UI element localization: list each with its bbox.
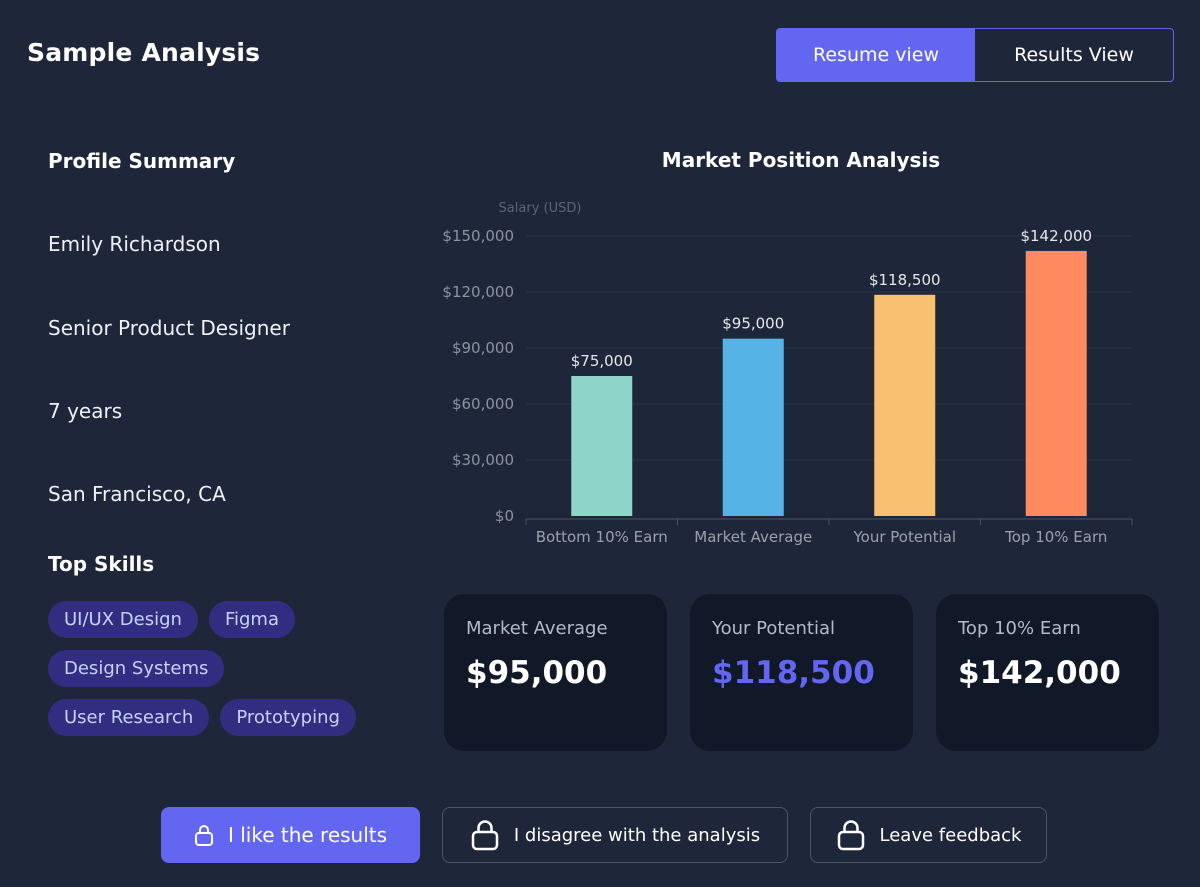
bar-data-label: $118,500 xyxy=(869,271,941,289)
y-tick-label: $120,000 xyxy=(442,283,514,301)
y-tick-label: $60,000 xyxy=(452,395,514,413)
chart-title: Market Position Analysis xyxy=(661,148,941,172)
like-results-button[interactable]: I like the results xyxy=(161,807,420,863)
results-view-button[interactable]: Results View xyxy=(1014,44,1134,66)
y-tick-label: $30,000 xyxy=(452,451,514,469)
stat-value: $95,000 xyxy=(466,655,608,691)
skills-list: UI/UX Design Figma Design Systems User R… xyxy=(48,601,388,748)
profile-role: Senior Product Designer xyxy=(48,316,290,340)
chart-bar xyxy=(874,294,936,516)
stat-value: $142,000 xyxy=(958,655,1121,691)
leave-feedback-button[interactable]: Leave feedback xyxy=(810,807,1047,863)
profile-name: Emily Richardson xyxy=(48,232,221,256)
stat-label: Market Average xyxy=(466,618,608,639)
disagree-analysis-button[interactable]: I disagree with the analysis xyxy=(442,807,788,863)
chart-bar xyxy=(722,338,784,516)
profile-summary-heading: Profile Summary xyxy=(48,149,236,173)
stat-label: Your Potential xyxy=(712,618,836,639)
profile-experience: 7 years xyxy=(48,399,123,423)
skill-chip: Figma xyxy=(208,601,295,638)
view-toggle: Resume view Results View xyxy=(776,28,1174,82)
profile-location: San Francisco, CA xyxy=(48,482,226,506)
leave-feedback-label: Leave feedback xyxy=(879,824,1022,846)
stat-card-top-10-earn: Top 10% Earn $142,000 xyxy=(936,594,1159,751)
stat-label: Top 10% Earn xyxy=(958,618,1081,639)
bar-data-label: $75,000 xyxy=(571,352,633,370)
skill-chip: User Research xyxy=(48,699,210,736)
market-position-chart: Salary (USD) $0 $30,000 $60,000 $90,000 $120… xyxy=(442,201,1133,546)
stat-card-your-potential: Your Potential $118,500 xyxy=(690,594,913,751)
top-skills-heading: Top Skills xyxy=(48,552,155,576)
chart-y-axis-label: Salary (USD) xyxy=(499,201,582,216)
lock-icon xyxy=(836,819,866,851)
x-tick-label: Bottom 10% Earn xyxy=(536,528,668,546)
like-results-label: I like the results xyxy=(227,823,388,847)
skill-chip: UI/UX Design xyxy=(48,601,198,638)
y-tick-label: $150,000 xyxy=(442,227,514,245)
lock-icon xyxy=(194,824,214,846)
chart-bar xyxy=(1025,250,1087,516)
x-tick-label: Market Average xyxy=(694,528,812,546)
y-tick-label: $0 xyxy=(495,507,514,525)
lock-icon xyxy=(470,819,500,851)
stat-value: $118,500 xyxy=(712,655,875,691)
skill-chip: Design Systems xyxy=(48,650,225,687)
page-title: Sample Analysis xyxy=(27,38,261,67)
skill-chip: Prototyping xyxy=(220,699,356,736)
bar-data-label: $142,000 xyxy=(1020,227,1092,245)
x-tick-label: Top 10% Earn xyxy=(1004,528,1107,546)
x-tick-label: Your Potential xyxy=(852,528,956,546)
chart-bar xyxy=(571,376,633,516)
bar-data-label: $95,000 xyxy=(722,315,784,333)
disagree-analysis-label: I disagree with the analysis xyxy=(513,824,761,846)
stat-card-market-average: Market Average $95,000 xyxy=(444,594,667,751)
y-tick-label: $90,000 xyxy=(452,339,514,357)
resume-view-button[interactable]: Resume view xyxy=(777,29,975,81)
